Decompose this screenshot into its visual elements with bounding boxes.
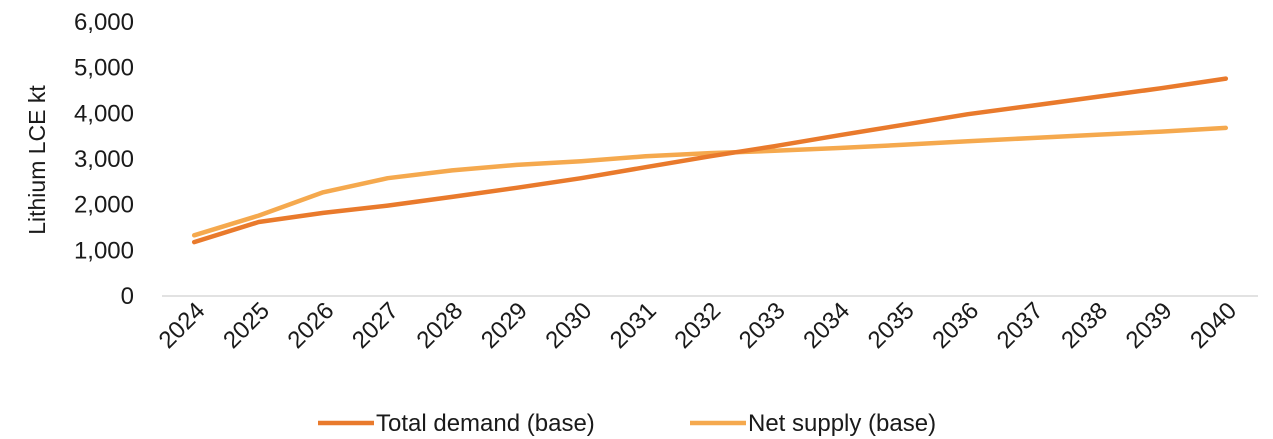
x-tick-label: 2025 <box>218 297 275 354</box>
legend: Total demand (base) Net supply (base) <box>318 410 936 437</box>
x-tick-label: 2024 <box>154 297 211 354</box>
x-tick-label: 2039 <box>1121 297 1178 354</box>
y-axis-label: Lithium LCE kt <box>24 85 50 235</box>
x-tick-label: 2037 <box>992 297 1049 354</box>
legend-label: Net supply (base) <box>748 410 936 437</box>
x-tick-label: 2032 <box>669 297 726 354</box>
y-tick-label: 2,000 <box>74 192 134 219</box>
series-line-net-supply <box>191 125 1229 238</box>
x-tick-label: 2040 <box>1185 297 1242 354</box>
y-tick-label: 0 <box>121 283 134 310</box>
x-tick-label: 2026 <box>283 297 340 354</box>
x-axis-ticks: 2024 2025 2026 2027 2028 2029 2030 2031 2032 2033… <box>154 297 1242 354</box>
x-tick-label: 2028 <box>412 297 469 354</box>
x-tick-label: 2033 <box>734 297 791 354</box>
x-tick-label: 2027 <box>347 297 404 354</box>
series-lines <box>191 76 1229 245</box>
x-tick-label: 2038 <box>1056 297 1113 354</box>
x-tick-label: 2034 <box>798 297 855 354</box>
legend-label: Total demand (base) <box>376 410 595 437</box>
y-tick-label: 1,000 <box>74 237 134 264</box>
x-tick-label: 2036 <box>927 297 984 354</box>
x-tick-label: 2030 <box>540 297 597 354</box>
x-tick-label: 2029 <box>476 297 533 354</box>
y-tick-label: 4,000 <box>74 100 134 127</box>
y-tick-label: 3,000 <box>74 146 134 173</box>
series-line-total-demand <box>191 76 1229 245</box>
y-axis-ticks: 0 1,000 2,000 3,000 4,000 5,000 6,000 <box>74 9 134 310</box>
y-tick-label: 5,000 <box>74 55 134 82</box>
y-tick-label: 6,000 <box>74 9 134 36</box>
x-tick-label: 2031 <box>605 297 662 354</box>
x-tick-label: 2035 <box>863 297 920 354</box>
